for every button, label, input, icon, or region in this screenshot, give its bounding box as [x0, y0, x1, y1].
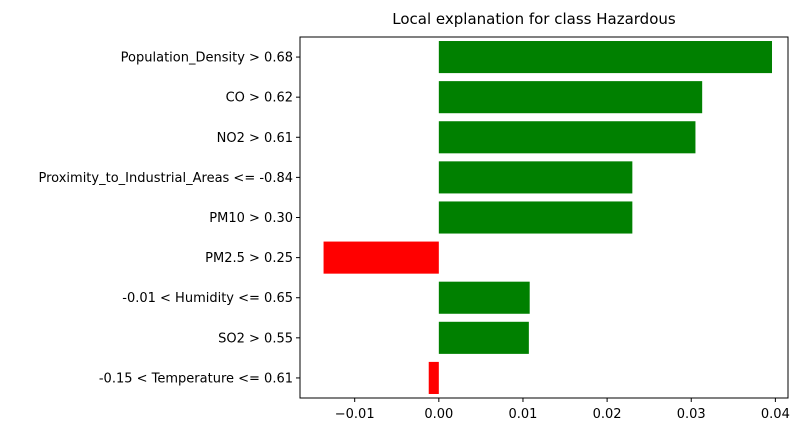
x-tick-label: 0.00: [424, 407, 453, 422]
bar: [428, 361, 439, 394]
y-tick-label: -0.01 < Humidity <= 0.65: [122, 291, 293, 306]
chart-title: Local explanation for class Hazardous: [392, 10, 676, 28]
bar: [438, 201, 633, 234]
y-tick-label: SO2 > 0.55: [218, 331, 293, 346]
x-tick-group: −0.01 0.00 0.01 0.02 0.03 0.04: [335, 398, 790, 422]
y-tick-label: CO > 0.62: [226, 91, 293, 106]
y-tick-label: Proximity_to_Industrial_Areas <= -0.84: [39, 171, 294, 186]
y-tick-group: Population_Density > 0.68 CO > 0.62 NO2 > …: [39, 51, 300, 386]
bar: [438, 81, 703, 114]
x-tick-label: −0.01: [335, 407, 375, 422]
y-tick-label: -0.15 < Temperature <= 0.61: [99, 371, 293, 386]
x-tick-label: 0.02: [593, 407, 622, 422]
y-tick-label: PM2.5 > 0.25: [205, 251, 293, 266]
x-tick-label: 0.04: [761, 407, 790, 422]
bars-group: [323, 41, 773, 394]
x-tick-label: 0.01: [508, 407, 537, 422]
y-tick-label: PM10 > 0.30: [209, 211, 293, 226]
bar: [438, 121, 696, 154]
y-tick-label: NO2 > 0.61: [217, 131, 293, 146]
bar: [438, 321, 529, 354]
x-tick-label: 0.03: [677, 407, 706, 422]
y-tick-label: Population_Density > 0.68: [121, 51, 293, 66]
bar: [438, 161, 633, 194]
plot-frame: [299, 36, 789, 399]
bar: [438, 41, 773, 74]
bar: [323, 241, 439, 274]
bar: [438, 281, 530, 314]
